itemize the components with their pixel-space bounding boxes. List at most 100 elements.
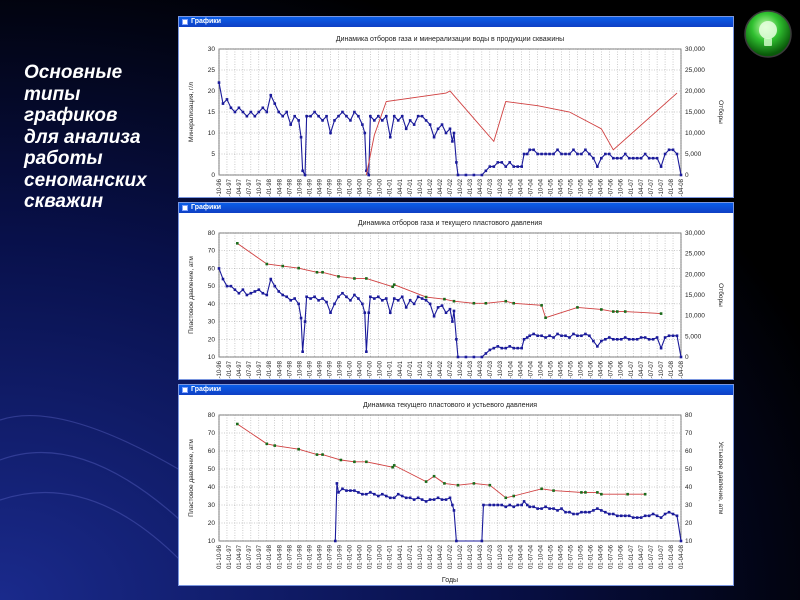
data-point [416,295,420,299]
y2-tick-label: 30 [685,502,693,509]
x-tick-label: 01-01-05 [548,178,554,197]
data-point [623,514,627,518]
x-tick-label: 01-07-03 [488,544,494,569]
data-point [315,270,319,274]
data-point [436,496,440,500]
data-point [544,336,547,339]
x-tick-label: 01-10-97 [257,178,263,197]
data-point [576,306,579,309]
x-tick-label: 01-04-99 [317,544,323,569]
data-point [249,110,253,114]
data-point [273,284,277,288]
x-tick-label: 01-07-97 [247,178,253,197]
x-tick-label: 01-07-06 [609,360,615,379]
data-point [380,492,384,496]
data-point [504,165,508,168]
data-point [659,346,663,350]
data-point [516,503,520,507]
y2-tick-label: 40 [685,484,693,491]
data-point [349,119,352,122]
x-tick-label: 01-10-96 [217,360,223,379]
y2-tick-label: 10,000 [685,130,705,137]
data-point [257,288,261,291]
data-point [611,310,615,313]
x-tick-label: 01-04-99 [317,178,323,197]
window-titlebar[interactable]: Графики [179,385,733,395]
data-point [525,503,529,507]
y-tick-label: 10 [208,354,216,361]
data-point [631,337,635,341]
data-point [241,110,245,114]
data-point [528,148,531,152]
data-point [596,165,599,168]
x-tick-label: 01-10-96 [217,544,223,569]
data-point [345,489,348,492]
x-tick-label: 01-04-04 [518,178,524,197]
data-point [451,320,454,323]
x-tick-label: 01-04-07 [639,178,645,197]
data-point [488,348,492,352]
data-point [655,156,659,160]
x-tick-label: 01-10-07 [659,360,665,379]
chart-3: Динамика текущего пластового и устьевого… [188,402,724,584]
data-point [615,310,619,313]
window-titlebar[interactable]: Графики [179,17,733,27]
x-tick-label: 01-01-05 [548,544,554,569]
x-tick-label: 01-04-06 [599,360,605,379]
window-app-icon [182,19,188,25]
data-point [404,306,408,309]
data-point [584,491,587,494]
data-point [584,332,587,336]
y-axis-label: Пластовое давление, атм [188,439,195,517]
x-tick-label: 01-10-03 [498,544,504,569]
data-point [588,334,591,338]
data-point [444,311,448,315]
data-point [540,152,543,156]
data-point [655,336,659,339]
data-point [484,169,488,173]
data-point [404,127,408,131]
data-point [236,422,239,426]
x-tick-label: 01-07-01 [408,178,414,197]
data-point [448,496,452,500]
x-tick-label: 01-01-01 [388,178,394,197]
x-tick-label: 01-10-99 [338,178,344,197]
data-point [361,302,364,306]
data-point [525,152,529,156]
data-point [627,156,631,160]
data-point [548,507,551,510]
data-point [341,487,344,491]
x-tick-label: 01-01-00 [348,178,354,197]
data-point [564,334,567,338]
data-point [384,494,388,498]
data-point [416,114,420,118]
x-tick-label: 01-04-02 [438,178,444,197]
data-point [568,152,571,156]
data-point [536,507,539,510]
x-tick-label: 01-01-97 [227,544,233,569]
data-point [631,516,635,519]
x-tick-label: 01-01-98 [267,360,273,379]
x-tick-label: 01-01-99 [307,544,313,569]
x-tick-label: 01-10-01 [418,360,424,379]
x-tick-label: 01-01-02 [428,544,434,569]
data-point [436,306,440,309]
data-point [321,270,324,274]
x-tick-label: 01-10-00 [378,178,384,197]
chart-window-2: Графики Динамика отборов газа и текущего… [178,202,734,380]
x-tick-label: 01-04-02 [438,544,444,569]
x-tick-label: 01-07-06 [609,178,615,197]
data-point [508,503,512,507]
y-tick-label: 40 [208,484,216,491]
data-point [647,156,651,160]
y-tick-label: 25 [208,67,216,74]
x-tick-label: 01-07-98 [287,178,293,197]
data-point [500,346,504,350]
data-point [353,489,356,492]
y-tick-label: 20 [208,336,216,343]
data-point [576,512,579,516]
data-point [337,491,340,494]
window-titlebar[interactable]: Графики [179,203,733,213]
data-point [261,291,265,295]
data-point [643,514,647,518]
